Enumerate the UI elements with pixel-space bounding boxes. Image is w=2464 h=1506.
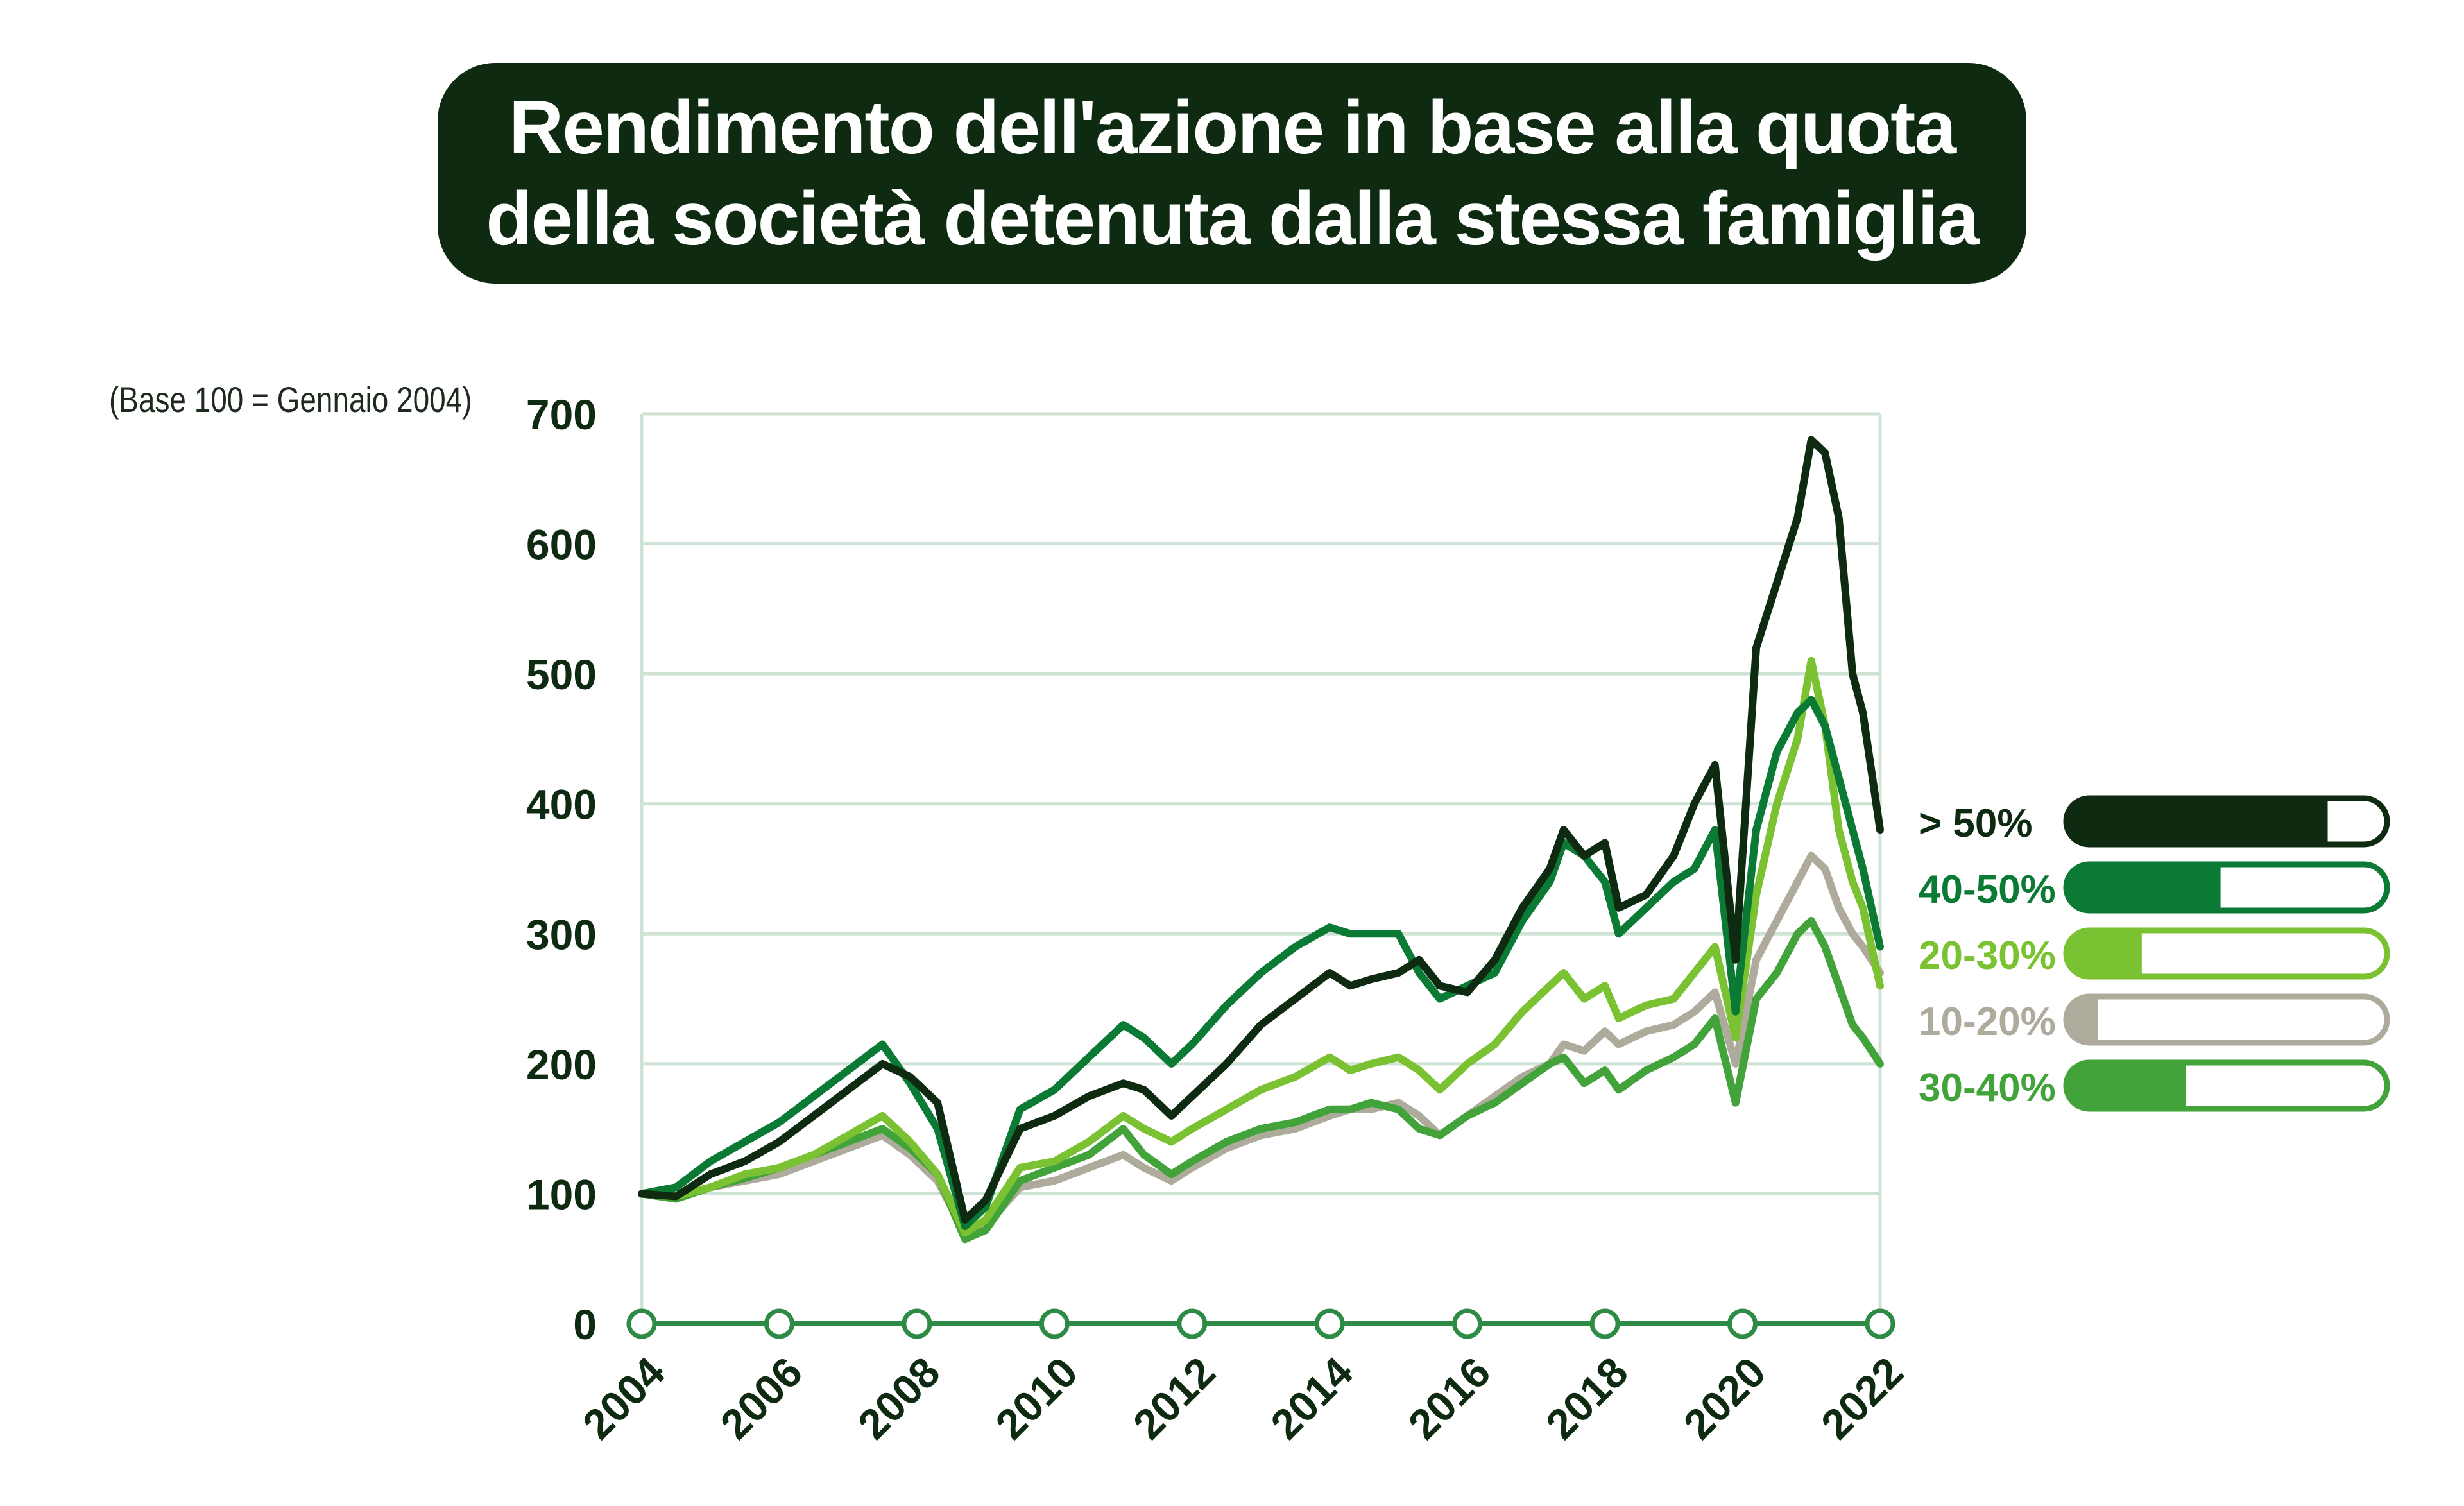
y-tick-label: 0 [573,1301,597,1348]
y-tick-label: 200 [526,1041,597,1088]
legend-label: 40-50% [1919,868,2056,912]
x-tick-label: 2016 [1399,1348,1499,1448]
series-lines [638,436,1884,1244]
x-tick-marker [1039,1308,1070,1339]
y-tick-label: 600 [526,521,597,569]
legend-label: 30-40% [1919,1066,2056,1110]
x-tick-label: 2004 [574,1348,674,1448]
x-tick-label: 2010 [986,1348,1086,1448]
x-tick-label: 2018 [1537,1348,1637,1448]
chart-title-banner: Rendimento dell'azione in base alla quot… [438,63,2026,284]
legend-pill-fill [2066,1063,2186,1109]
x-tick-marker [1727,1308,1758,1339]
legend-label: 20-30% [1919,934,2056,978]
x-tick-marker [902,1308,932,1339]
x-tick-label: 2020 [1674,1348,1774,1448]
y-tick-label: 300 [526,911,597,958]
series-line-40-50 [638,696,1884,1231]
x-tick-marker [1589,1308,1620,1339]
series-line-50 [638,436,1884,1224]
x-tick-label: 2008 [849,1348,949,1448]
legend-label: 10-20% [1919,1000,2056,1044]
x-tick-label: 2006 [711,1348,811,1448]
legend-pill-fill [2066,930,2142,977]
x-tick-marker [1865,1308,1895,1339]
x-tick-label: 2012 [1124,1348,1224,1448]
legend-pill-fill [2066,864,2221,911]
x-axis: 2004 2006 2008 2010 2012 2014 2016 2018 2020 2022 [574,1308,1912,1448]
y-tick-label: 700 [526,391,597,438]
chart-title: Rendimento dell'azione in base alla quot… [486,85,1979,261]
y-tick-label: 400 [526,781,597,828]
x-tick-label: 2022 [1812,1348,1912,1448]
legend-label: > 50% [1919,801,2033,846]
x-tick-label: 2014 [1262,1348,1362,1448]
y-tick-label: 100 [526,1170,597,1218]
base-note: (Base 100 = Gennaio 2004) [109,379,472,420]
x-tick-marker [764,1308,794,1339]
series-line-20-30 [638,656,1884,1237]
x-tick-marker [1314,1308,1345,1339]
y-tick-label: 500 [526,651,597,698]
legend-pill [2063,993,2390,1046]
legend: > 50% 40-50% 20-30% 10-20% 30-40% [1919,795,2390,1112]
x-tick-marker [626,1308,657,1339]
x-tick-marker [1177,1308,1208,1339]
legend-pill-fill [2066,798,2328,844]
x-tick-marker [1452,1308,1483,1339]
grid-lines [640,412,1882,1324]
y-axis: 0 100 200 300 400 500 600 700 [526,391,597,1348]
